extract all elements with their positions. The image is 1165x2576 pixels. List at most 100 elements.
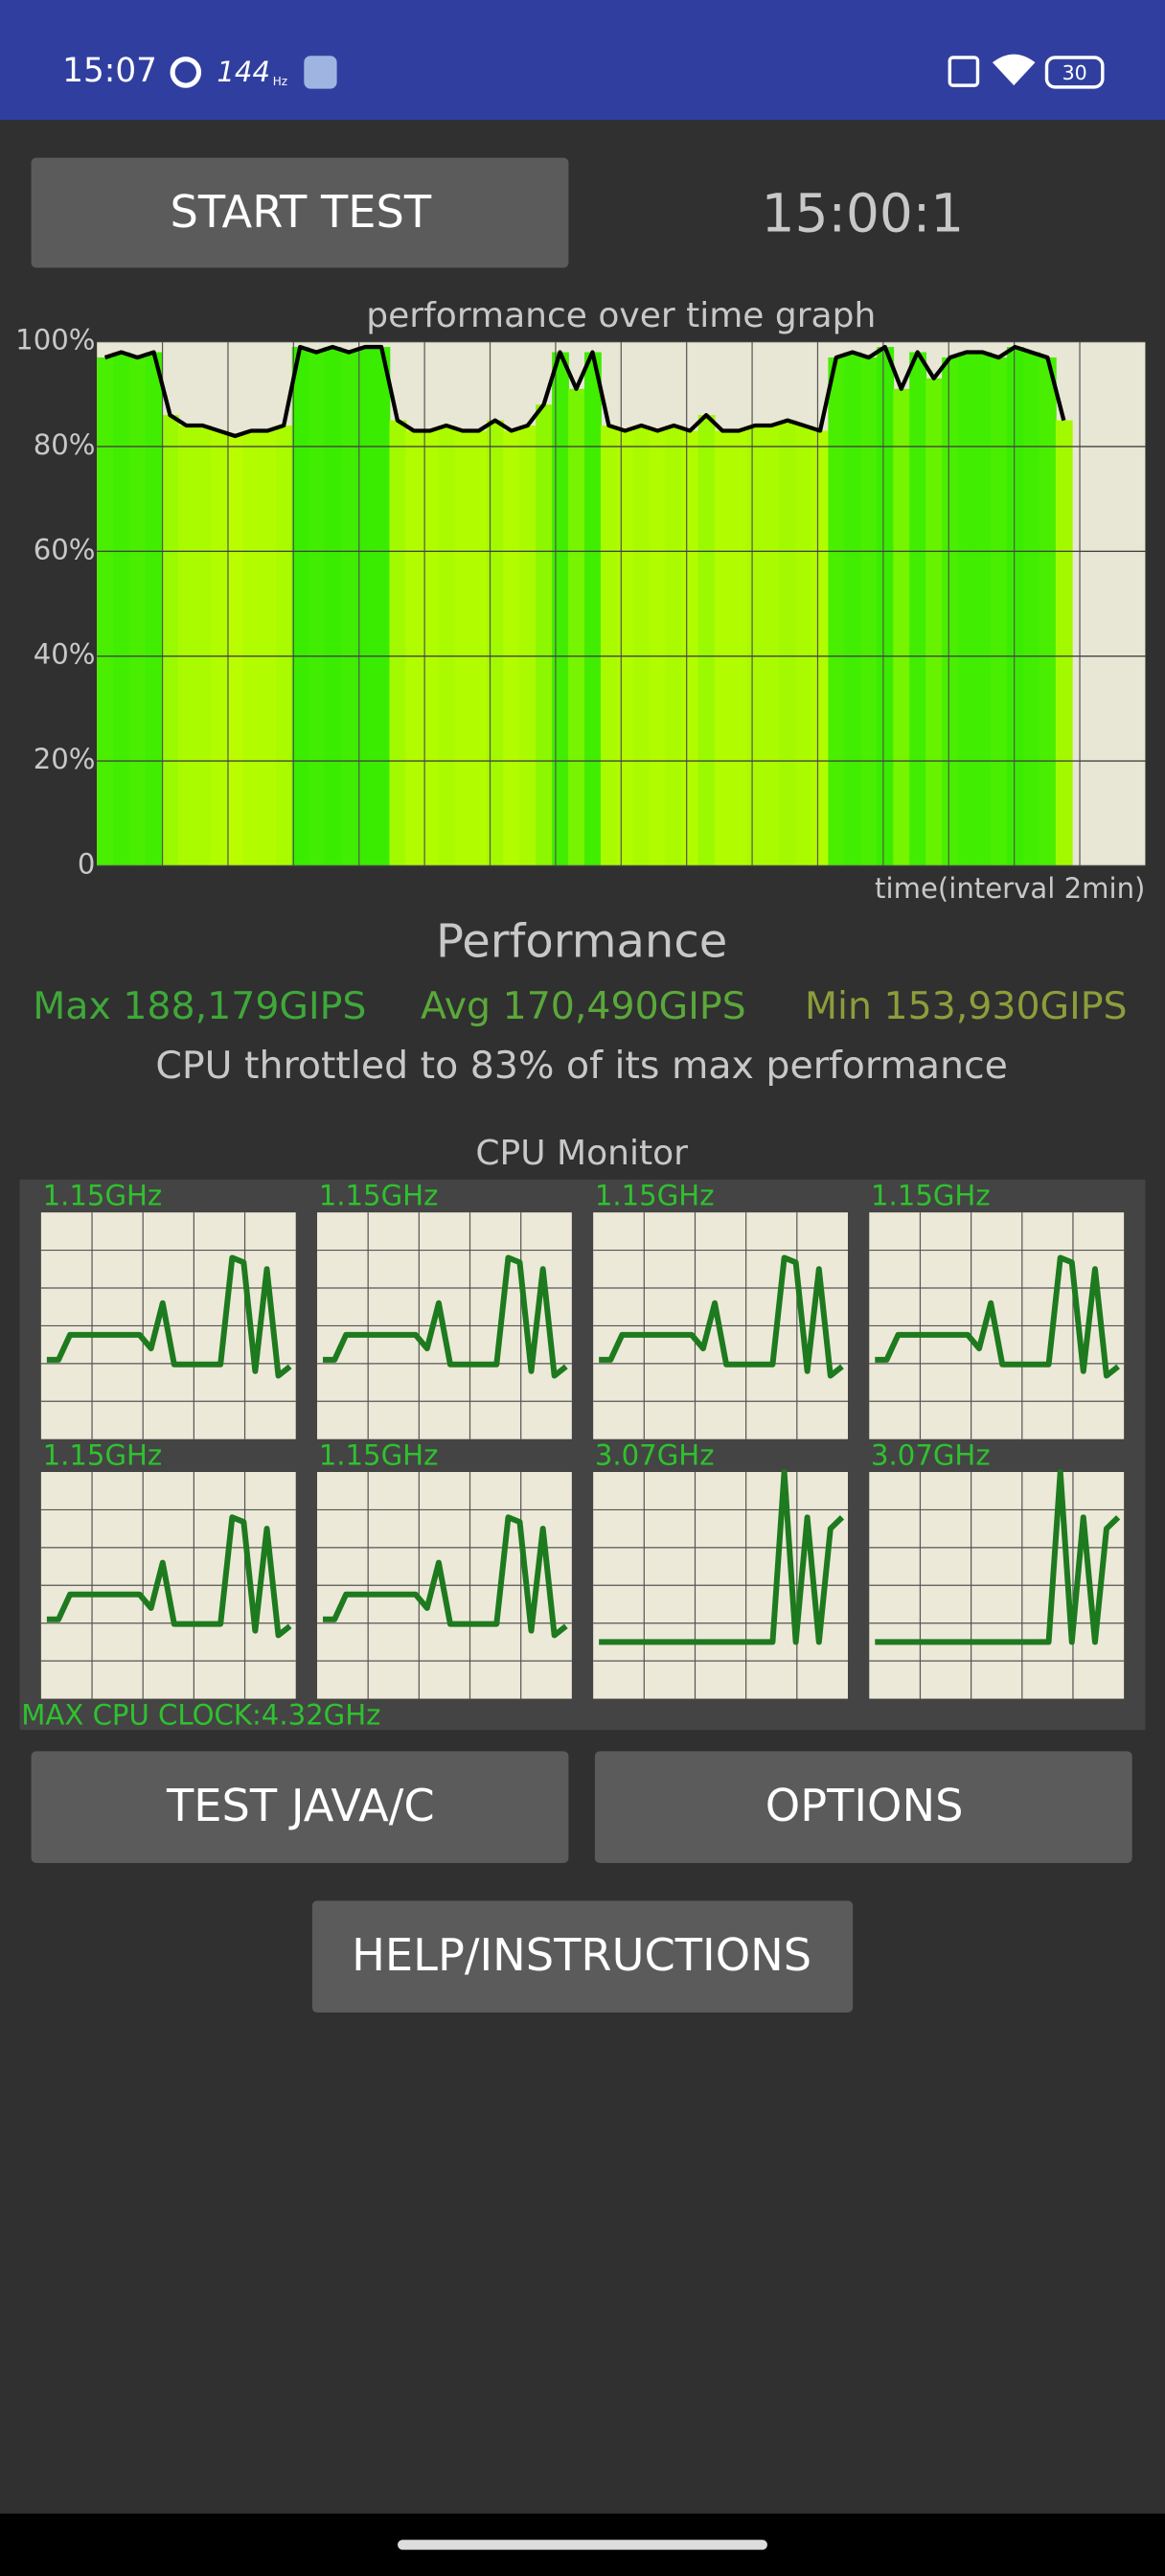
cpu-frequency: 1.15GHz <box>43 1180 163 1212</box>
performance-stripe <box>616 430 634 866</box>
fan-icon <box>170 57 202 88</box>
performance-stripe <box>422 430 440 866</box>
performance-stripe <box>632 426 651 866</box>
performance-stripe <box>438 426 456 866</box>
performance-stripe <box>503 430 521 866</box>
performance-stripe <box>129 356 147 866</box>
refresh-rate: 144 <box>217 56 270 88</box>
test-java-label[interactable]: TEST JAVA/C <box>166 1780 435 1831</box>
cpu-frequency: 1.15GHz <box>319 1439 439 1472</box>
start-button-label[interactable]: START TEST <box>171 186 432 238</box>
performance-stripe <box>925 378 943 866</box>
performance-stripe <box>356 347 375 866</box>
series-line <box>46 1514 292 1639</box>
performance-stripe <box>308 352 326 866</box>
performance-stripe <box>844 352 862 866</box>
cpu-frequency: 1.15GHz <box>43 1439 163 1472</box>
performance-stripe <box>470 430 489 866</box>
performance-stripe <box>1006 347 1024 866</box>
performance-stripe <box>113 352 130 866</box>
performance-stripe <box>1039 356 1057 866</box>
performance-stripe <box>226 436 244 866</box>
performance-stripe <box>714 430 732 866</box>
series-line <box>323 1514 568 1639</box>
performance-stripe <box>665 426 683 866</box>
settings-icon <box>304 56 337 89</box>
performance-stripe <box>828 356 846 866</box>
y-tick-label: 80% <box>34 428 96 461</box>
performance-stripe <box>454 430 472 866</box>
cpu-frequency: 1.15GHz <box>871 1180 991 1212</box>
performance-stripe <box>275 426 293 866</box>
performance-stripe <box>389 420 407 866</box>
performance-stripe <box>860 356 879 866</box>
performance-stripe <box>242 430 261 866</box>
performance-stripe <box>681 430 699 866</box>
performance-stripe <box>97 356 115 866</box>
performance-stripe <box>584 352 602 866</box>
status-time: 15:07 <box>62 52 157 90</box>
battery-level: 30 <box>1062 61 1087 84</box>
y-tick-label: 20% <box>34 743 96 775</box>
cpu-monitor-title: CPU Monitor <box>475 1134 688 1173</box>
series-line <box>46 1254 292 1379</box>
performance-stripe <box>877 347 895 866</box>
performance-heading: Performance <box>436 915 727 969</box>
performance-stripe <box>779 420 797 866</box>
series-line <box>103 344 1066 439</box>
y-tick-label: 60% <box>34 533 96 565</box>
series-line <box>323 1254 568 1379</box>
performance-stripe <box>194 426 212 866</box>
home-indicator[interactable] <box>398 2540 767 2550</box>
series-line <box>599 1254 844 1379</box>
performance-stripe <box>210 430 228 866</box>
y-tick-label: 40% <box>34 638 96 671</box>
graph-title: performance over time graph <box>366 296 876 335</box>
start-button[interactable] <box>31 157 569 268</box>
options-button[interactable] <box>594 1751 1132 1863</box>
performance-stripe <box>795 426 813 866</box>
performance-stripe <box>1022 352 1040 866</box>
y-tick-label: 100% <box>15 324 95 356</box>
performance-stripe <box>649 430 667 866</box>
perf-min: Min 153,930GIPS <box>805 984 1128 1028</box>
performance-stripe <box>1055 420 1073 866</box>
series-line <box>875 1254 1120 1379</box>
performance-stripe <box>162 415 179 866</box>
performance-stripe <box>697 415 716 866</box>
performance-stripe <box>991 356 1008 866</box>
wifi-icon <box>992 54 1036 86</box>
performance-stripe <box>259 430 277 866</box>
performance-stripe <box>746 426 765 866</box>
perf-max: Max 188,179GIPS <box>33 984 366 1028</box>
series-line <box>599 1469 845 1645</box>
performance-stripe <box>811 430 830 866</box>
performance-stripe <box>340 352 358 866</box>
performance-stripe <box>552 352 569 866</box>
y-tick-label: 0 <box>78 847 96 880</box>
help-button[interactable] <box>311 1900 854 2012</box>
options-label[interactable]: OPTIONS <box>765 1780 964 1831</box>
performance-stripe <box>893 388 911 866</box>
battery-icon <box>1044 56 1105 89</box>
performance-stripe <box>291 347 309 866</box>
series-line <box>875 1469 1121 1645</box>
performance-stripe <box>909 352 927 866</box>
performance-stripe <box>373 347 391 866</box>
cpu-frequency: 1.15GHz <box>595 1180 715 1212</box>
performance-stripe <box>324 347 342 866</box>
throttle-summary: CPU throttled to 83% of its max performa… <box>155 1044 1008 1088</box>
performance-stripe <box>177 426 195 866</box>
performance-stripe <box>487 420 505 866</box>
performance-stripe <box>146 352 163 866</box>
status-bar <box>0 0 1165 121</box>
help-label[interactable]: HELP/INSTRUCTIONS <box>352 1929 811 1981</box>
cpu-frequency: 1.15GHz <box>319 1180 439 1212</box>
perf-avg: Avg 170,490GIPS <box>421 984 746 1028</box>
performance-stripe <box>536 404 553 866</box>
performance-stripe <box>942 356 959 866</box>
performance-stripe <box>519 426 537 866</box>
test-java-button[interactable] <box>31 1751 569 1863</box>
